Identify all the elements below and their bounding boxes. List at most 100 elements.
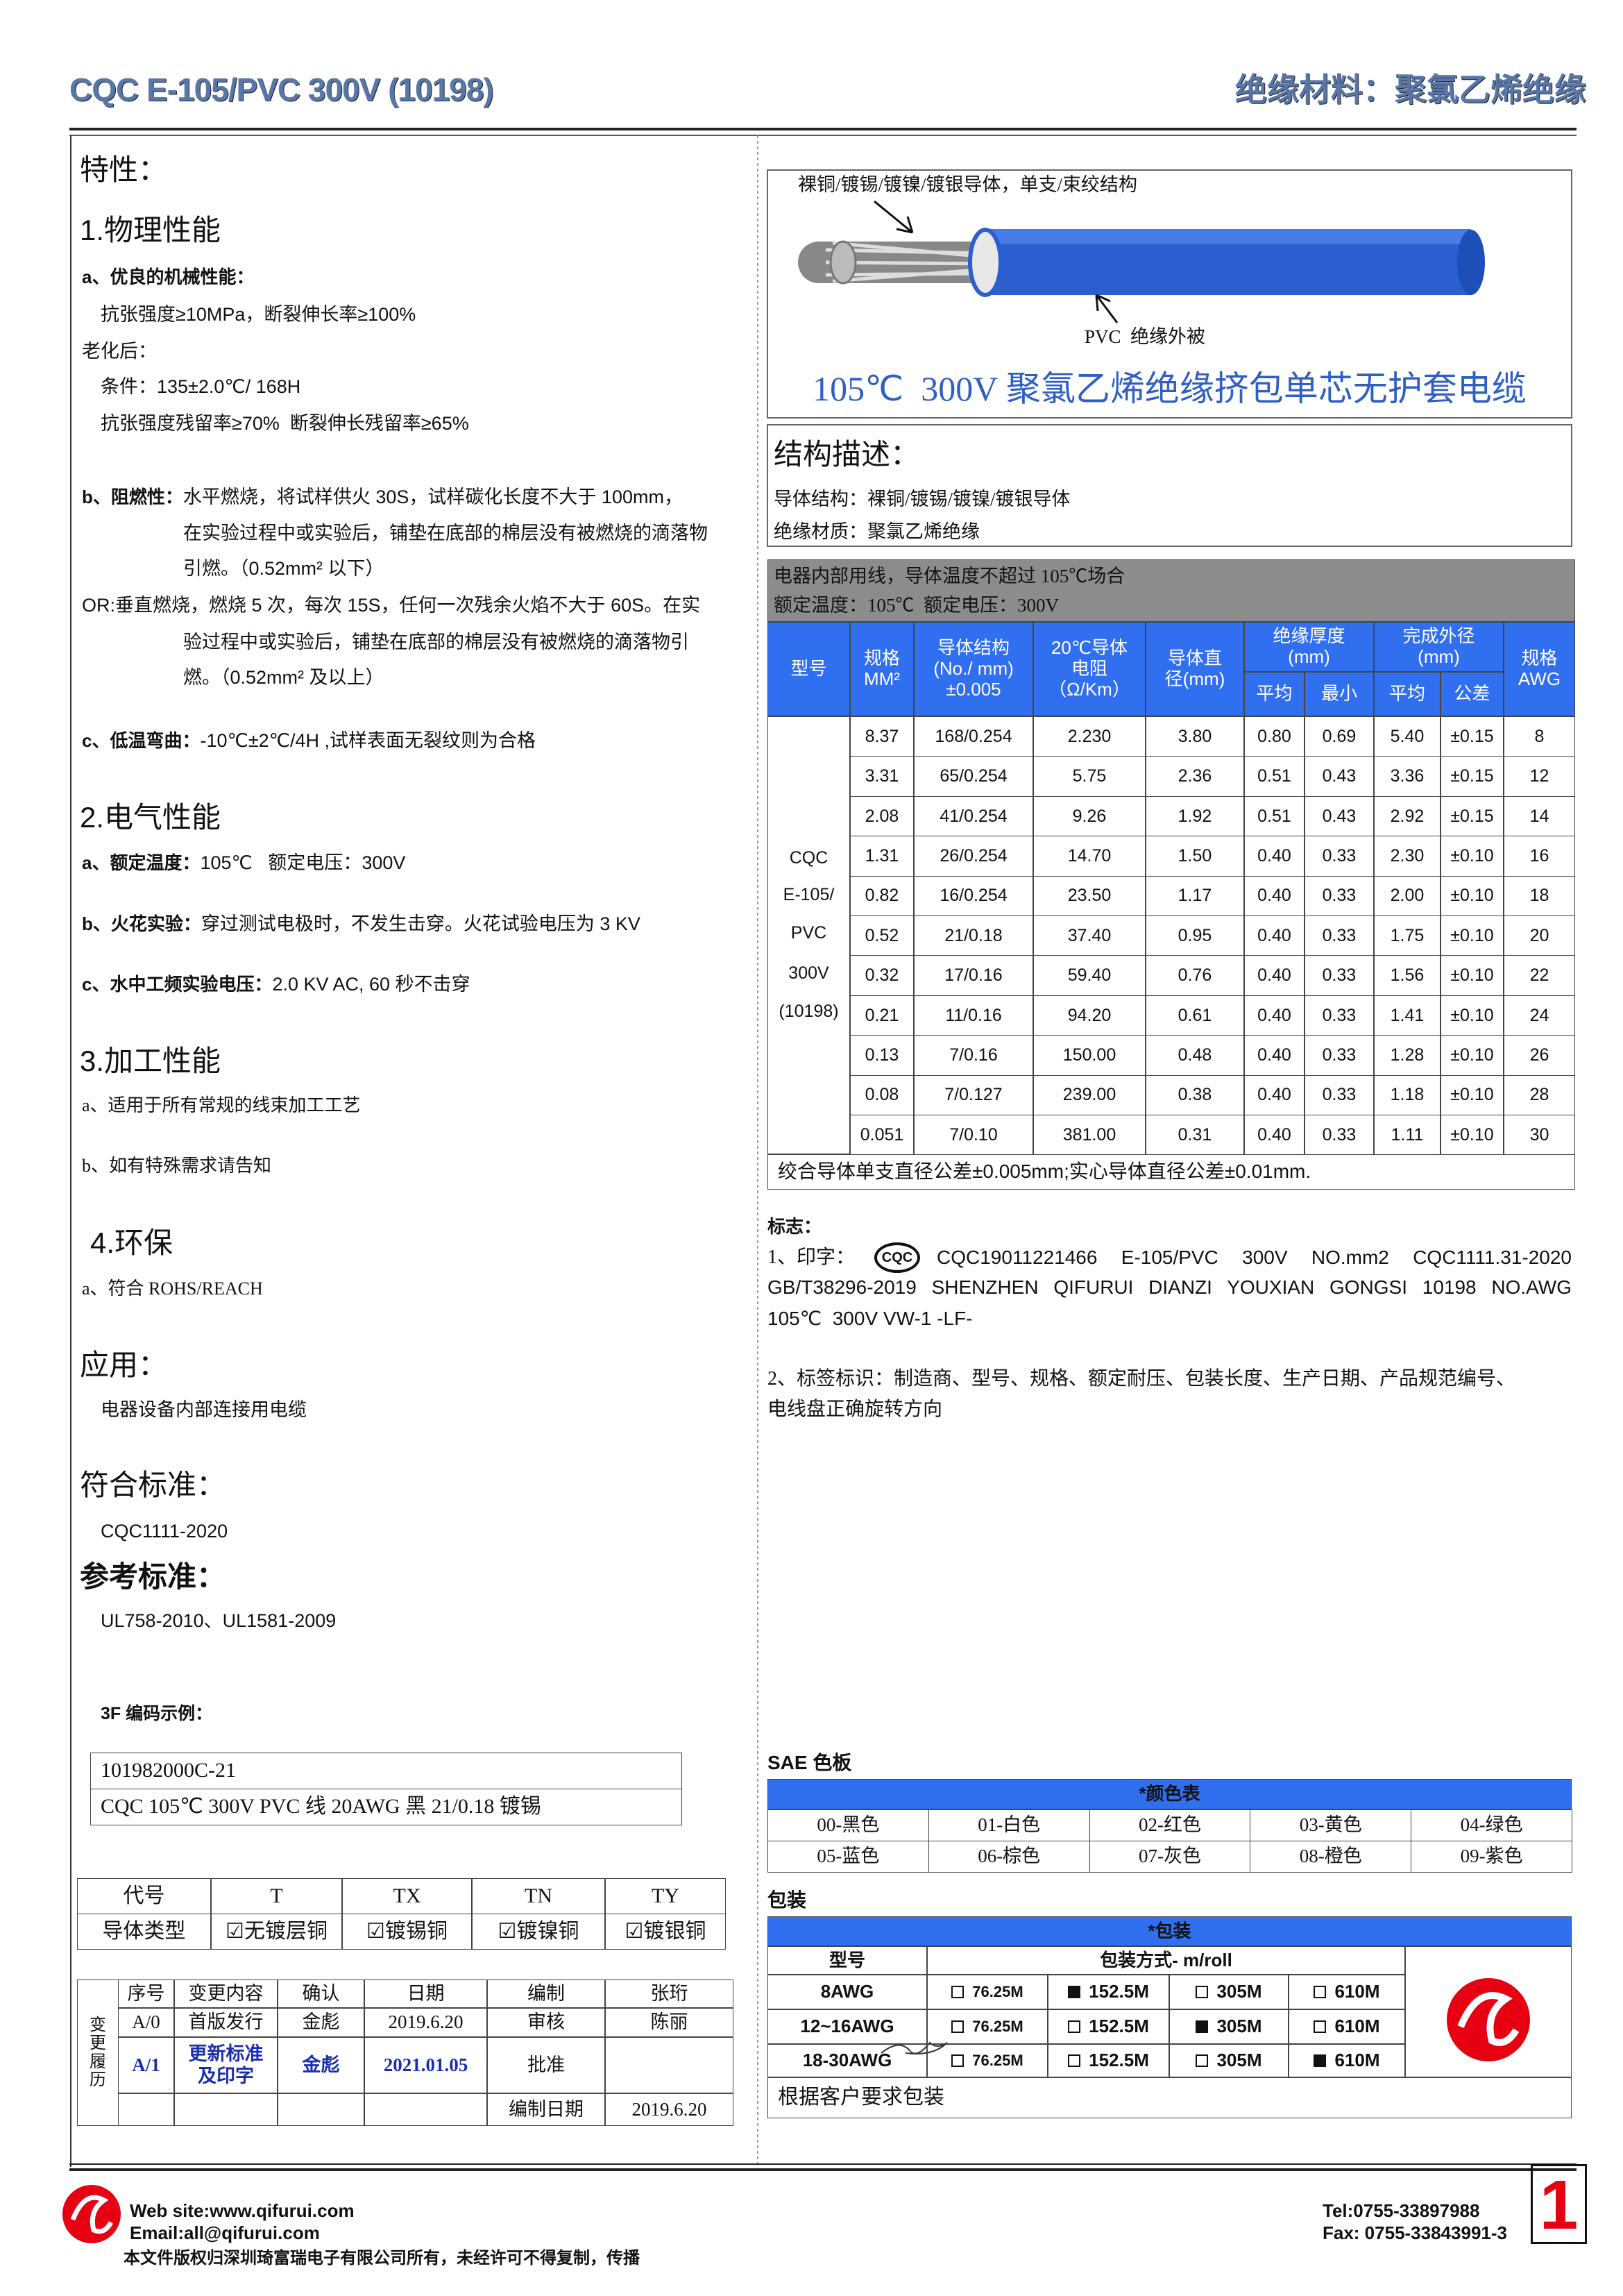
- company-logo: [62, 1978, 1530, 2243]
- option-label: 305M: [1216, 2016, 1262, 2037]
- spec-cell: 0.33: [1305, 955, 1374, 996]
- option-label: 610M: [1334, 2050, 1380, 2071]
- spec-subheader: 公差: [1441, 672, 1504, 716]
- spec-cell: 381.00: [1033, 1115, 1146, 1156]
- item-label: b、火花实验：: [82, 913, 201, 934]
- spec-cell: 1.18: [1374, 1074, 1441, 1115]
- text-line: 抗张强度≥10MPa，断裂伸长率≥100%: [101, 303, 416, 325]
- packaging-option: 152.5M: [1048, 1975, 1169, 2009]
- spec-cell: 1.17: [1146, 875, 1244, 916]
- revision-cell: A/1: [118, 2037, 174, 2093]
- spec-cell: 26: [1504, 1035, 1575, 1076]
- section-title: 参考标准：: [80, 1560, 226, 1593]
- page-number: 1: [1531, 2164, 1587, 2244]
- spec-cell: 3.80: [1146, 716, 1244, 757]
- spec-cell: 0.32: [850, 955, 914, 996]
- spec-model-line: 300V: [788, 963, 829, 983]
- sae-cell: 03-黄色: [1250, 1809, 1412, 1841]
- spec-cell: 2.230: [1033, 716, 1146, 757]
- plating-cell: TX: [342, 1878, 472, 1914]
- text-line: 老化后：: [82, 340, 157, 362]
- spec-cell: 0.33: [1305, 836, 1374, 877]
- text-line: GB/T38296-2019 SHENZHEN QIFURUI DIANZI Y…: [767, 1276, 1572, 1298]
- footer-text: Web site:www.qifurui.com: [130, 2200, 355, 2222]
- spec-cell: 5.75: [1033, 756, 1146, 797]
- revision-cell: 2019.6.20: [364, 2008, 487, 2037]
- spec-cell: 168/0.254: [914, 716, 1033, 757]
- spec-cell: 1.31: [850, 836, 914, 877]
- text-line: OR:垂直燃烧，燃烧 5 次，每次 15S，任何一次残余火焰不大于 60S。在实: [82, 594, 701, 616]
- revision-empty: [118, 2093, 174, 2126]
- section-title: 符合标准：: [80, 1468, 226, 1501]
- spec-cell: 20: [1504, 915, 1575, 956]
- checkbox: [951, 1986, 965, 1998]
- spec-cell: 1.41: [1374, 995, 1441, 1036]
- plating-cell: ☑镀镍铜: [472, 1914, 605, 1950]
- section-title: 特性：: [80, 153, 168, 186]
- cable-illustration: [798, 200, 1485, 323]
- checkbox: [1068, 1986, 1081, 1998]
- spec-cell: 0.31: [1146, 1115, 1244, 1156]
- checkbox: [951, 2054, 965, 2067]
- revision-cell: [605, 2037, 733, 2093]
- checkbox: [1314, 2020, 1327, 2033]
- section-title: 4.环保: [90, 1226, 173, 1259]
- spec-cell: 14.70: [1033, 836, 1146, 877]
- spec-cell: 0.43: [1305, 756, 1374, 797]
- footer-text: Fax: 0755-33843991-3: [1323, 2222, 1507, 2244]
- spec-cell: 28: [1504, 1074, 1575, 1115]
- item-label: a、额定温度：: [82, 852, 201, 873]
- plating-cell: ☑镀锡铜: [342, 1914, 472, 1950]
- text-line: 1、印字：: [767, 1247, 856, 1269]
- plating-cell: T: [211, 1878, 342, 1914]
- spec-cell: 94.20: [1033, 995, 1146, 1036]
- spec-cell: 0.40: [1244, 1074, 1305, 1115]
- item-line: c、低温弯曲：-10℃±2℃/4H ,试样表面无裂纹则为合格: [82, 729, 536, 752]
- spec-cell: ±0.15: [1441, 716, 1504, 757]
- spec-cell: 0.13: [850, 1035, 914, 1076]
- spec-cell: 0.40: [1244, 1115, 1305, 1156]
- revision-empty: [174, 2093, 278, 2126]
- spec-cell: 2.36: [1146, 756, 1244, 797]
- spec-cell: 5.40: [1374, 716, 1441, 757]
- plating-cell: ☑镀银铜: [605, 1914, 726, 1950]
- item-text: 2.0 KV AC, 60 秒不击穿: [272, 974, 470, 995]
- packaging-option: 305M: [1169, 2009, 1289, 2044]
- spec-cell: 0.43: [1305, 795, 1374, 837]
- item-text: -10℃±2℃/4H ,试样表面无裂纹则为合格: [200, 730, 536, 751]
- spec-cell: 26/0.254: [914, 836, 1033, 877]
- text-line: 105℃ 300V VW-1 -LF-: [767, 1308, 973, 1330]
- item-line: a、额定温度：105℃ 额定电压：300V: [82, 852, 405, 874]
- spec-cell: ±0.10: [1441, 1035, 1504, 1076]
- spec-cell: 8.37: [850, 716, 914, 757]
- spec-cell: 0.61: [1146, 995, 1244, 1036]
- packaging-model: 8AWG: [767, 1975, 927, 2009]
- spec-cell: 22: [1504, 955, 1575, 996]
- revision-header: 确认: [278, 1980, 364, 2008]
- spec-cell: 1.92: [1146, 795, 1244, 837]
- spec-subheader: 最小: [1305, 672, 1374, 716]
- packaging-option: 610M: [1289, 2044, 1405, 2077]
- spec-cell: 30: [1504, 1115, 1575, 1156]
- option-label: 76.25M: [972, 2018, 1023, 2036]
- checkbox: [1068, 2020, 1081, 2033]
- spec-model-line: (10198): [779, 1002, 839, 1021]
- checkbox: [1314, 1986, 1327, 1998]
- section-title: 应用：: [80, 1348, 168, 1381]
- sae-cell: 04-绿色: [1411, 1809, 1572, 1841]
- item-line: b、阻燃性：水平燃烧，将试样供火 30S，试样碳化长度不大于 100mm，: [82, 486, 683, 508]
- spec-cell: 17/0.16: [914, 955, 1033, 996]
- spec-model-line: PVC: [790, 923, 827, 943]
- spec-cell: 1.75: [1374, 915, 1441, 956]
- header-right: 绝缘材料：聚氯乙烯绝缘: [1235, 71, 1586, 108]
- spec-cell: 0.33: [1305, 1035, 1374, 1076]
- cqc-logo: CQC: [874, 1242, 920, 1273]
- spec-cell: 0.38: [1146, 1074, 1244, 1115]
- spec-cell: 0.33: [1305, 915, 1374, 956]
- spec-cell: 0.40: [1244, 995, 1305, 1036]
- text-line: CQC1111-2020: [101, 1520, 228, 1542]
- option-label: 76.25M: [972, 2052, 1023, 2070]
- spec-cell: 0.95: [1146, 915, 1244, 956]
- text-line: 抗张强度残留率≥70% 断裂伸长残留率≥65%: [101, 412, 469, 434]
- footer-text: Tel:0755-33897988: [1323, 2200, 1480, 2222]
